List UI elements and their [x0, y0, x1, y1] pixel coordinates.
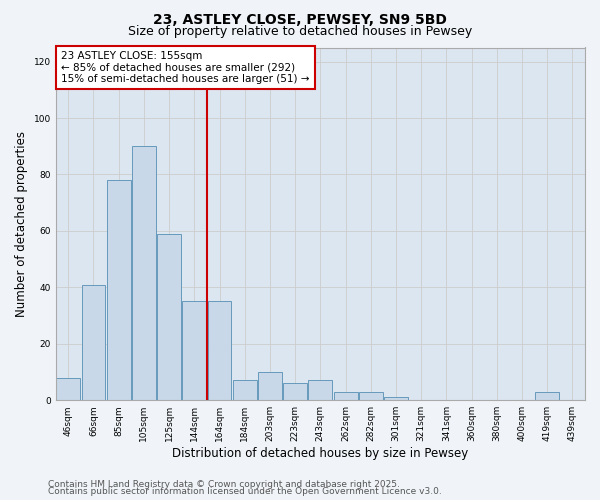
Bar: [258, 372, 282, 400]
X-axis label: Distribution of detached houses by size in Pewsey: Distribution of detached houses by size …: [172, 447, 469, 460]
Text: Contains public sector information licensed under the Open Government Licence v3: Contains public sector information licen…: [48, 488, 442, 496]
Text: Contains HM Land Registry data © Crown copyright and database right 2025.: Contains HM Land Registry data © Crown c…: [48, 480, 400, 489]
Bar: [283, 384, 307, 400]
Y-axis label: Number of detached properties: Number of detached properties: [15, 131, 28, 317]
Bar: [132, 146, 156, 400]
Bar: [535, 392, 559, 400]
Bar: [334, 392, 358, 400]
Bar: [233, 380, 257, 400]
Bar: [157, 234, 181, 400]
Text: Size of property relative to detached houses in Pewsey: Size of property relative to detached ho…: [128, 25, 472, 38]
Bar: [107, 180, 131, 400]
Bar: [82, 284, 106, 400]
Bar: [359, 392, 383, 400]
Bar: [56, 378, 80, 400]
Bar: [308, 380, 332, 400]
Bar: [384, 398, 408, 400]
Text: 23 ASTLEY CLOSE: 155sqm
← 85% of detached houses are smaller (292)
15% of semi-d: 23 ASTLEY CLOSE: 155sqm ← 85% of detache…: [61, 51, 310, 84]
Bar: [182, 302, 206, 400]
Bar: [208, 302, 232, 400]
Text: 23, ASTLEY CLOSE, PEWSEY, SN9 5BD: 23, ASTLEY CLOSE, PEWSEY, SN9 5BD: [153, 12, 447, 26]
